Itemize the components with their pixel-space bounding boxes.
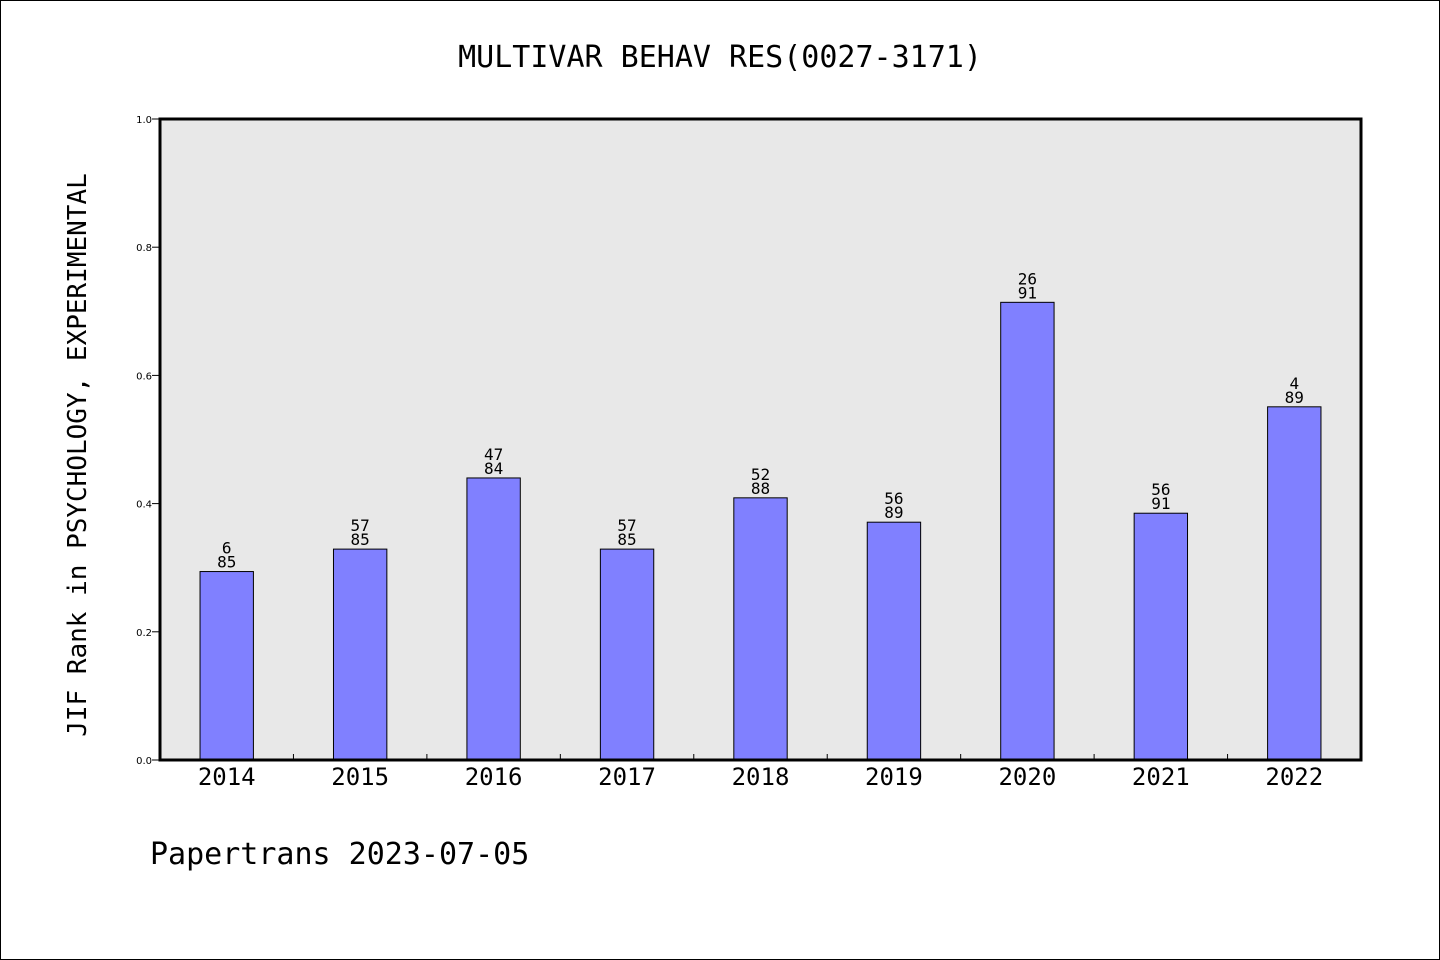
x-tick-label: 2021: [1132, 763, 1190, 791]
bar: [466, 477, 521, 761]
bar-rank-label: 56: [884, 489, 903, 508]
bar: [733, 497, 788, 761]
bar-total-label: 89: [884, 503, 903, 522]
bar-total-label: 84: [484, 459, 503, 478]
x-tick-label: 2015: [331, 763, 389, 791]
bar-total-label: 85: [617, 530, 636, 549]
bar-rank-label: 57: [617, 516, 636, 535]
y-axis-label: JIF Rank in PSYCHOLOGY, EXPERIMENTAL: [63, 173, 93, 737]
bar-rank-label: 4: [1289, 374, 1299, 393]
bar-rank-label: 56: [1151, 480, 1170, 499]
y-tick-label: 0.8: [136, 243, 152, 254]
bar: [866, 521, 922, 761]
bar: [599, 548, 655, 761]
bar-rank-label: 26: [1018, 269, 1037, 288]
chart-title: MULTIVAR BEHAV RES(0027-3171): [458, 40, 982, 75]
x-tick-label: 2019: [865, 763, 923, 791]
x-tick-label: 2017: [598, 763, 656, 791]
bar-total-label: 85: [217, 553, 236, 572]
y-tick-label: 0.0: [136, 756, 152, 767]
bar: [1000, 301, 1055, 761]
plot-border: [158, 117, 1363, 762]
x-tick-label: 2016: [465, 763, 523, 791]
bar-total-label: 88: [751, 479, 770, 498]
bar-rank-label: 57: [351, 516, 370, 535]
bar: [1133, 512, 1189, 761]
bar: [199, 571, 254, 761]
bar-total-label: 89: [1285, 388, 1304, 407]
x-tick-label: 2014: [198, 763, 256, 791]
y-tick-label: 0.6: [136, 371, 152, 382]
bar-rank-label: 52: [751, 465, 770, 484]
x-tick-label: 2020: [998, 763, 1056, 791]
footer-text: Papertrans 2023-07-05: [150, 837, 529, 872]
bar-total-label: 91: [1151, 494, 1170, 513]
y-tick-label: 1.0: [136, 115, 152, 126]
y-tick-label: 0.2: [136, 628, 152, 639]
y-tick-label: 0.4: [136, 500, 152, 511]
x-tick-label: 2018: [732, 763, 790, 791]
bar-total-label: 91: [1018, 283, 1037, 302]
bar: [332, 548, 388, 761]
bar-rank-label: 6: [222, 539, 232, 558]
bar-rank-label: 47: [484, 445, 503, 464]
bar-total-label: 85: [351, 530, 370, 549]
bar: [1267, 406, 1322, 761]
x-tick-label: 2022: [1265, 763, 1323, 791]
